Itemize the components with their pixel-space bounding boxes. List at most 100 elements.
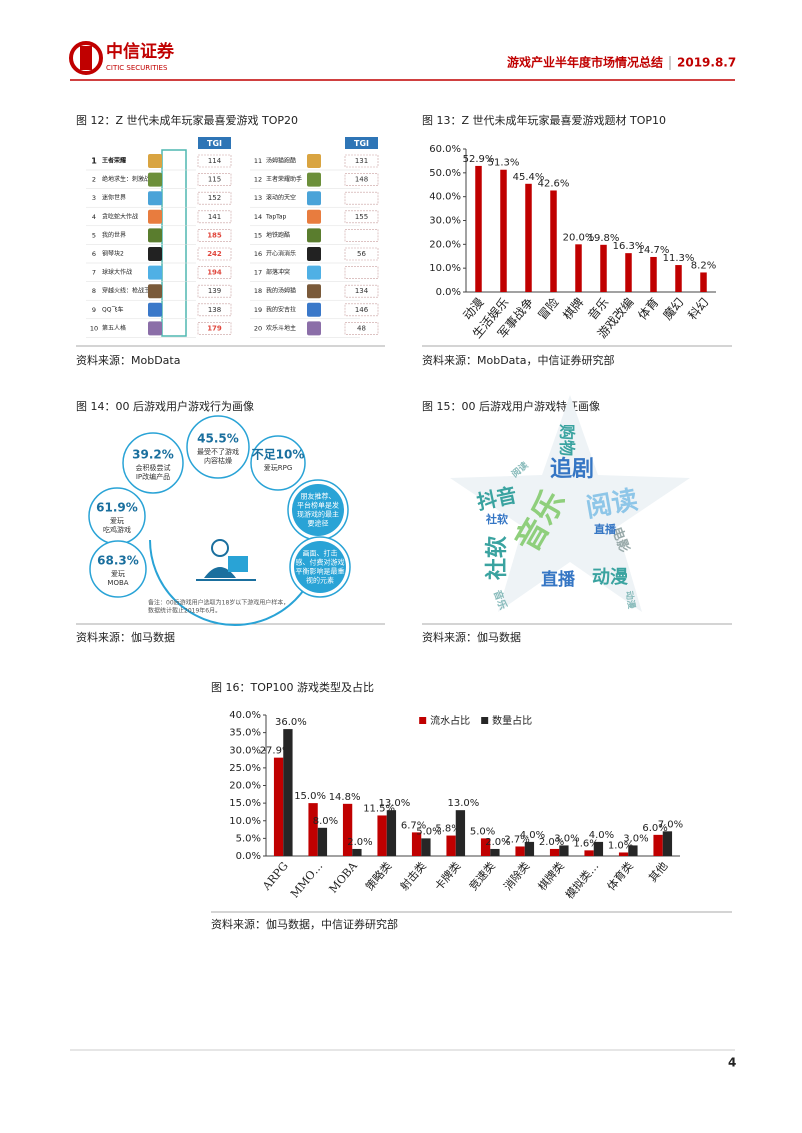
value-label: 20.0% <box>563 232 595 243</box>
game-icon <box>307 209 321 224</box>
source: 资料来源：伽马数据 <box>76 630 175 644</box>
word: 社软 <box>485 512 509 526</box>
tgi-value: 114 <box>208 157 222 165</box>
game-name: 钢琴块2 <box>102 250 124 258</box>
bubble-text: 平衡影响是最重 <box>296 567 345 576</box>
bar <box>600 244 607 292</box>
monitor <box>228 556 248 572</box>
bar <box>628 845 638 856</box>
tgi-cell <box>344 322 379 335</box>
bar <box>675 265 682 292</box>
y-tick-label: 15.0% <box>229 798 261 809</box>
rank: 3 <box>92 194 96 202</box>
x-tick-label: 体育 <box>635 295 662 323</box>
logo-name: 中信证券 <box>106 41 175 62</box>
word: 直播 <box>541 569 576 590</box>
value-label: 4.0% <box>589 830 614 841</box>
game-name: 绝地求生：刺激战场 <box>102 175 156 183</box>
x-tick-label: 竞速类 <box>466 859 498 893</box>
tgi-value: 242 <box>207 250 222 258</box>
tgi-value: 48 <box>357 324 366 332</box>
x-tick-label: 冒险 <box>535 295 562 323</box>
tgi-header-bg <box>345 137 378 149</box>
rank: 2 <box>92 176 96 184</box>
y-tick-label: 50.0% <box>429 168 461 179</box>
tgi-value: 115 <box>208 176 221 184</box>
game-name: QQ飞车 <box>102 305 123 313</box>
bar <box>500 169 507 292</box>
tgi-cell <box>197 154 232 168</box>
rank: 20 <box>254 324 262 332</box>
persona-illustration <box>149 539 321 626</box>
figure-title: 图 12：Z 世代未成年玩家最喜爱游戏 TOP20 <box>76 113 298 127</box>
bar <box>700 272 707 292</box>
y-tick-label: 30.0% <box>429 216 461 227</box>
game-icon <box>307 172 321 187</box>
game-name: 王者荣耀助手 <box>266 175 302 183</box>
value-label: 36.0% <box>275 717 307 728</box>
game-name: 地铁跑酷 <box>266 231 290 239</box>
game-name: 球球大作战 <box>102 268 132 276</box>
logo-mark <box>80 46 92 70</box>
bubble-inner <box>294 541 346 593</box>
y-tick-label: 40.0% <box>229 710 261 721</box>
rank: 7 <box>92 269 96 277</box>
bubble-text: 视的元素 <box>306 576 334 585</box>
value-label: 2.0% <box>539 837 564 848</box>
value-label: 52.9% <box>463 154 495 165</box>
bubble-text: 爱玩RPG <box>264 464 293 472</box>
rank: 9 <box>92 306 96 314</box>
rank: 18 <box>254 287 262 295</box>
figure-title: 图 16：TOP100 游戏类型及占比 <box>211 680 374 694</box>
bar <box>386 810 397 856</box>
value-label: 16.3% <box>613 241 645 252</box>
value-label: 13.0% <box>448 798 480 809</box>
y-tick-label: 0.0% <box>436 287 461 298</box>
tgi-value: 138 <box>208 306 221 314</box>
rank: 8 <box>92 287 96 295</box>
highlight-frame <box>161 149 187 337</box>
tgi-cell <box>344 284 379 298</box>
bubble-text: 要途径 <box>308 519 329 528</box>
game-name: 我的汤姆猫 <box>266 287 296 295</box>
game-name: 贪吃蛇大作战 <box>102 212 138 220</box>
value-label: 5.8% <box>435 824 460 835</box>
x-tick-label: 其他 <box>646 860 670 885</box>
rank: 1 <box>91 157 97 166</box>
legend-label: 流水占比 <box>430 714 470 727</box>
y-tick-label: 0.0% <box>236 851 261 862</box>
bubble-text: 吃鸡游戏 <box>103 525 131 534</box>
game-icon <box>307 247 321 261</box>
value-label: 7.0% <box>658 819 683 830</box>
word: 直播 <box>594 522 617 536</box>
bar <box>475 165 482 292</box>
bubble-text: 朋友推荐、 <box>301 492 336 501</box>
bar <box>584 850 594 856</box>
game-name: 第五人格 <box>102 324 126 332</box>
star-shape <box>450 395 690 612</box>
value-label: 2.0% <box>485 837 510 848</box>
report-title: 游戏产业半年度市场情况总结 <box>507 55 663 70</box>
word: 社软 <box>484 536 510 580</box>
tgi-value: 155 <box>355 213 368 221</box>
bar <box>650 256 657 292</box>
bar <box>575 244 582 292</box>
game-icon <box>148 247 162 261</box>
value-label: 1.0% <box>608 840 633 851</box>
bar <box>559 845 569 856</box>
tgi-value: 185 <box>207 231 222 239</box>
bubble-text: 感、付费对游戏 <box>296 558 345 567</box>
tgi-cell <box>344 210 379 224</box>
bar <box>480 838 491 856</box>
game-icon <box>148 172 162 187</box>
tgi-cell <box>344 191 379 205</box>
value-label: 27.9% <box>260 746 292 757</box>
game-name: 穿越火线：枪战王者 <box>102 287 156 295</box>
bubble-text: 画面、打击 <box>303 549 338 558</box>
y-tick-label: 10.0% <box>429 263 461 274</box>
x-tick-label: 卡牌类 <box>431 859 463 893</box>
rank: 15 <box>254 231 262 239</box>
tgi-header-bg <box>198 137 231 149</box>
bubble <box>88 487 146 545</box>
